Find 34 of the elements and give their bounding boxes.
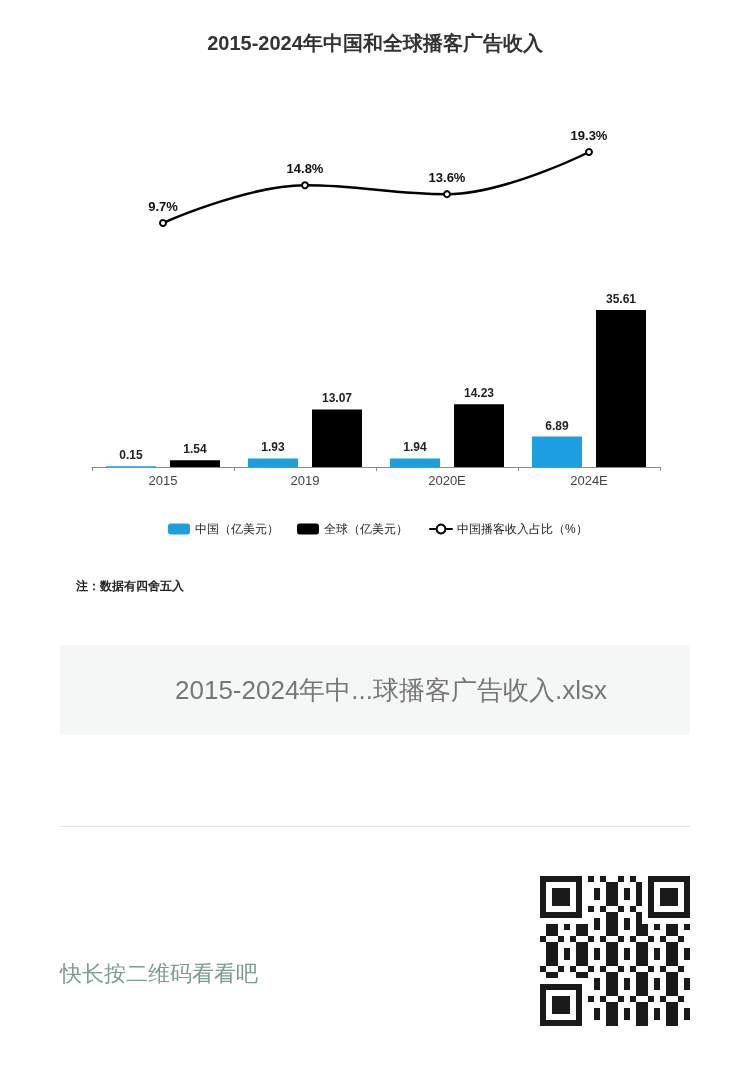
x-tick-label: 2019 [290,473,320,488]
legend-label: 中国（亿美元） [195,522,279,536]
legend-label: 全球（亿美元） [324,522,408,536]
data-label: 19.3% [570,128,608,143]
bar [170,460,220,467]
data-label: 0.15 [119,448,143,463]
legend-label: 中国播客收入占比（%） [457,522,588,536]
data-label: 1.93 [261,440,285,455]
text: 快长按二维码看看吧 [60,960,258,988]
bar [312,409,362,467]
bar [390,458,440,467]
point [159,219,167,227]
x-tick-label: 2020E [428,473,467,488]
point [301,181,309,190]
data-label: 14.8% [286,161,324,177]
chart-title: 2015-2024年中国和全球播客广告收入 [207,32,544,54]
data-label: 6.89 [545,418,569,433]
bar [248,458,298,467]
data-label: 35.61 [605,292,637,306]
x-tick-label: 2015 [148,473,178,488]
data-label: 9.7% [148,199,179,214]
data-label: 1.94 [403,440,427,455]
point [443,190,451,199]
data-label: 1.54 [183,442,207,457]
x-tick-label: 2024E [570,473,609,488]
bar [454,404,504,467]
bar [596,310,646,467]
data-label: 14.23 [463,386,495,401]
data-label: 13.07 [321,391,353,406]
data-label: 13.6% [428,170,466,186]
bar [532,436,582,467]
file-card: 2015-2024年中...球播客广告收入.xlsx [60,645,690,735]
text: 注：数据有四舍五入 [76,578,184,595]
point [585,148,593,156]
